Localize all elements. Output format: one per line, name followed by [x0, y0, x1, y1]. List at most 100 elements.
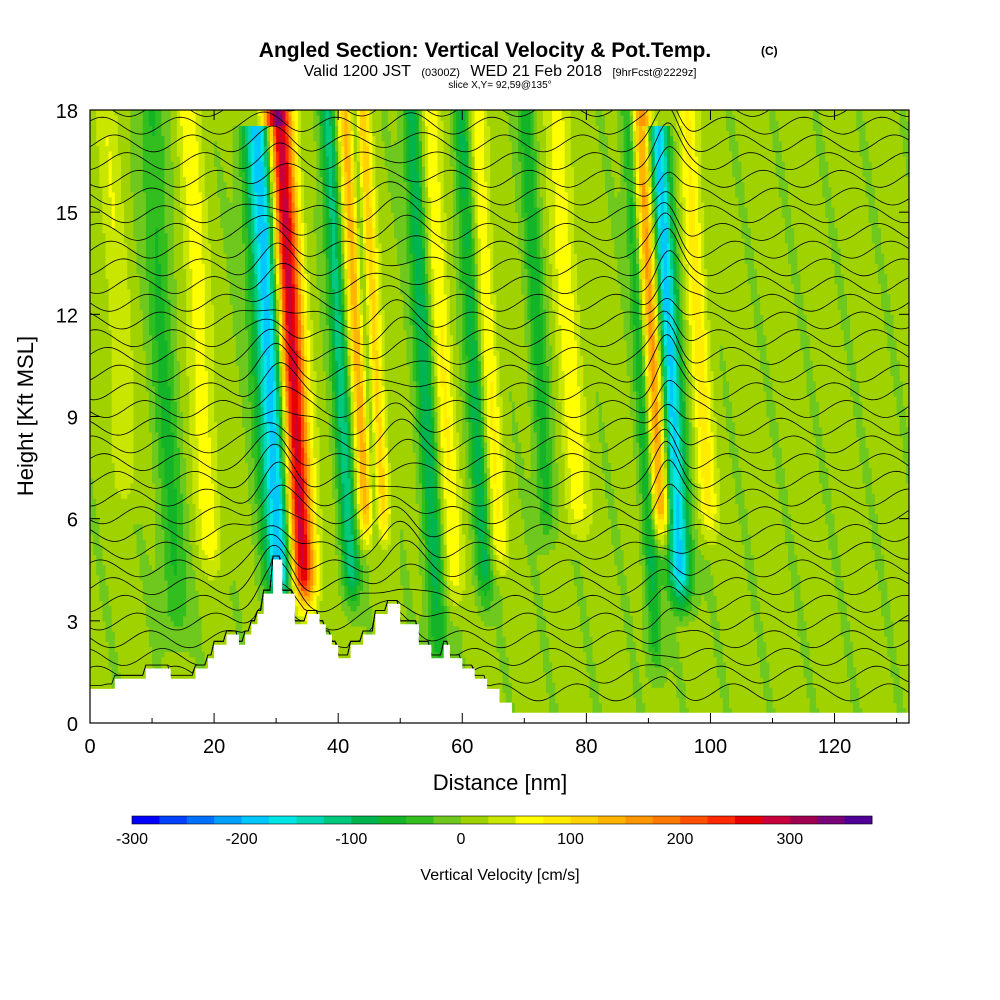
velocity-cell — [117, 631, 122, 637]
velocity-cell — [111, 585, 116, 591]
velocity-cell — [152, 212, 156, 218]
velocity-cell — [164, 319, 169, 326]
velocity-cell — [102, 161, 107, 167]
velocity-cell — [117, 503, 122, 510]
velocity-cell — [111, 559, 116, 566]
velocity-cell — [130, 288, 135, 295]
velocity-cell — [130, 268, 135, 275]
velocity-cell — [152, 253, 156, 259]
velocity-cell — [148, 585, 153, 591]
velocity-cell — [105, 309, 110, 315]
velocity-cell — [136, 666, 141, 673]
velocity-cell — [127, 477, 131, 484]
velocity-cell — [155, 135, 159, 142]
velocity-cell — [102, 155, 107, 162]
velocity-cell — [164, 227, 169, 234]
velocity-cell — [108, 350, 113, 356]
plot-area — [90, 110, 909, 723]
velocity-cell — [164, 212, 169, 218]
velocity-cell — [99, 656, 104, 663]
velocity-cell — [133, 171, 138, 178]
velocity-cell — [111, 145, 116, 152]
velocity-cell — [127, 411, 131, 418]
velocity-cell — [148, 145, 153, 152]
velocity-cell — [145, 166, 150, 172]
velocity-cell — [99, 488, 104, 494]
velocity-cell — [99, 651, 104, 658]
velocity-cell — [93, 467, 97, 474]
velocity-cell — [102, 350, 107, 356]
velocity-cell — [155, 207, 159, 213]
velocity-cell — [158, 115, 162, 121]
velocity-cell — [90, 140, 94, 147]
velocity-cell — [105, 549, 110, 556]
velocity-cell — [142, 615, 147, 622]
velocity-cell — [124, 482, 128, 489]
velocity-cell — [121, 283, 125, 290]
velocity-cell — [108, 401, 113, 407]
velocity-cell — [124, 431, 128, 438]
velocity-cell — [105, 319, 110, 326]
velocity-cell — [155, 350, 159, 356]
velocity-cell — [155, 457, 159, 464]
velocity-cell — [93, 539, 97, 545]
velocity-cell — [158, 120, 162, 126]
velocity-cell — [158, 365, 162, 372]
velocity-cell — [136, 523, 141, 530]
velocity-cell — [133, 477, 138, 484]
velocity-cell — [152, 625, 156, 632]
velocity-cell — [139, 207, 144, 213]
velocity-cell — [164, 615, 169, 622]
velocity-cell — [102, 288, 107, 295]
velocity-cell — [105, 166, 110, 172]
velocity-cell — [142, 605, 147, 612]
velocity-cell — [130, 370, 135, 377]
velocity-cell — [152, 283, 156, 290]
velocity-cell — [102, 201, 107, 208]
velocity-cell — [121, 508, 125, 515]
velocity-cell — [93, 482, 97, 489]
velocity-cell — [114, 334, 119, 341]
velocity-cell — [124, 661, 128, 668]
velocity-cell — [155, 559, 159, 566]
velocity-cell — [148, 590, 153, 596]
velocity-cell — [142, 334, 147, 341]
velocity-cell — [114, 513, 119, 520]
velocity-cell — [142, 304, 147, 310]
velocity-cell — [142, 533, 147, 540]
velocity-cell — [99, 181, 104, 188]
velocity-cell — [105, 268, 110, 275]
velocity-cell — [117, 518, 122, 525]
velocity-cell — [105, 559, 110, 566]
velocity-cell — [142, 309, 147, 315]
velocity-cell — [105, 620, 110, 627]
velocity-cell — [127, 263, 131, 269]
velocity-cell — [164, 472, 169, 479]
velocity-cell — [133, 549, 138, 556]
velocity-cell — [127, 533, 131, 540]
velocity-cell — [148, 222, 153, 229]
velocity-cell — [145, 155, 150, 162]
velocity-cell — [114, 462, 119, 469]
velocity-cell — [111, 339, 116, 346]
velocity-cell — [105, 508, 110, 515]
velocity-cell — [121, 631, 125, 637]
velocity-cell — [99, 457, 104, 464]
velocity-cell — [130, 283, 135, 290]
velocity-cell — [164, 493, 169, 499]
velocity-cell — [152, 125, 156, 132]
velocity-cell — [127, 304, 131, 310]
velocity-cell — [121, 406, 125, 412]
velocity-cell — [108, 217, 113, 223]
velocity-cell — [152, 207, 156, 213]
velocity-cell — [133, 442, 138, 448]
velocity-cell — [158, 579, 162, 586]
velocity-cell — [124, 314, 128, 321]
velocity-cell — [152, 579, 156, 586]
velocity-cell — [130, 324, 135, 331]
velocity-cell — [142, 595, 147, 601]
velocity-cell — [133, 304, 138, 310]
velocity-cell — [155, 120, 159, 126]
velocity-cell — [102, 636, 107, 642]
velocity-cell — [90, 488, 94, 494]
